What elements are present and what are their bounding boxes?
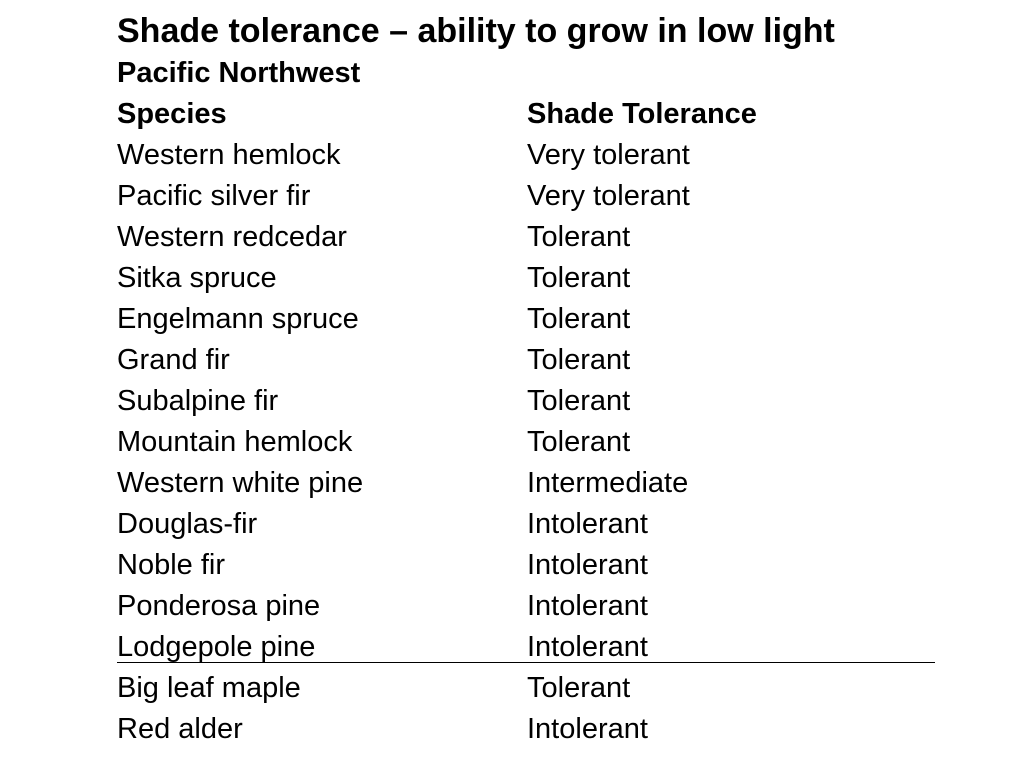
species-cell: Western white pine: [117, 467, 364, 499]
tolerance-cell: Tolerant: [527, 221, 631, 253]
table-row: Red alder Intolerant: [117, 709, 977, 750]
conifer-hardwood-divider: [117, 662, 935, 663]
table-row: Western white pine Intermediate: [117, 463, 977, 504]
table-row: Noble fir Intolerant: [117, 545, 977, 586]
tolerance-cell: Tolerant: [527, 303, 631, 335]
species-cell: Grand fir: [117, 344, 230, 376]
species-cell: Douglas-fir: [117, 508, 258, 540]
species-cell: Mountain hemlock: [117, 426, 353, 458]
table-row: Engelmann spruce Tolerant: [117, 299, 977, 340]
tolerance-cell: Tolerant: [527, 344, 631, 376]
table-row: Sitka spruce Tolerant: [117, 258, 977, 299]
tolerance-cell: Intolerant: [527, 590, 648, 622]
species-cell: Western redcedar: [117, 221, 347, 253]
tolerance-cell: Intermediate: [527, 467, 689, 499]
species-cell: Big leaf maple: [117, 672, 301, 704]
tolerance-cell: Intolerant: [527, 631, 648, 663]
table-row: Douglas-fir Intolerant: [117, 504, 977, 545]
species-cell: Ponderosa pine: [117, 590, 321, 622]
shade-tolerance-column-header: Shade Tolerance: [527, 98, 757, 130]
tolerance-cell: Intolerant: [527, 713, 648, 745]
tolerance-cell: Tolerant: [527, 262, 631, 294]
tolerance-cell: Tolerant: [527, 385, 631, 417]
table-row: Lodgepole pine Intolerant: [117, 627, 977, 668]
slide-subtitle: Pacific Northwest: [117, 57, 361, 89]
species-cell: Noble fir: [117, 549, 225, 581]
tolerance-cell: Intolerant: [527, 508, 648, 540]
tolerance-cell: Very tolerant: [527, 139, 690, 171]
slide-title: Shade tolerance – ability to grow in low…: [117, 12, 835, 50]
table-header-row: Species Shade Tolerance: [117, 94, 977, 135]
tolerance-cell: Very tolerant: [527, 180, 690, 212]
species-cell: Pacific silver fir: [117, 180, 311, 212]
table-row: Mountain hemlock Tolerant: [117, 422, 977, 463]
table-row: Western redcedar Tolerant: [117, 217, 977, 258]
species-cell: Lodgepole pine: [117, 631, 316, 663]
tolerance-cell: Tolerant: [527, 426, 631, 458]
species-cell: Red alder: [117, 713, 243, 745]
table-row: Pacific silver fir Very tolerant: [117, 176, 977, 217]
table-row: Big leaf maple Tolerant: [117, 668, 977, 709]
species-column-header: Species: [117, 98, 227, 130]
tolerance-cell: Intolerant: [527, 549, 648, 581]
species-cell: Western hemlock: [117, 139, 341, 171]
table-row: Grand fir Tolerant: [117, 340, 977, 381]
species-cell: Sitka spruce: [117, 262, 277, 294]
species-cell: Subalpine fir: [117, 385, 279, 417]
slide-content: Shade tolerance – ability to grow in low…: [117, 9, 977, 750]
table-row: Subalpine fir Tolerant: [117, 381, 977, 422]
table-row: Ponderosa pine Intolerant: [117, 586, 977, 627]
table-row: Western hemlock Very tolerant: [117, 135, 977, 176]
species-cell: Engelmann spruce: [117, 303, 359, 335]
tolerance-cell: Tolerant: [527, 672, 631, 704]
